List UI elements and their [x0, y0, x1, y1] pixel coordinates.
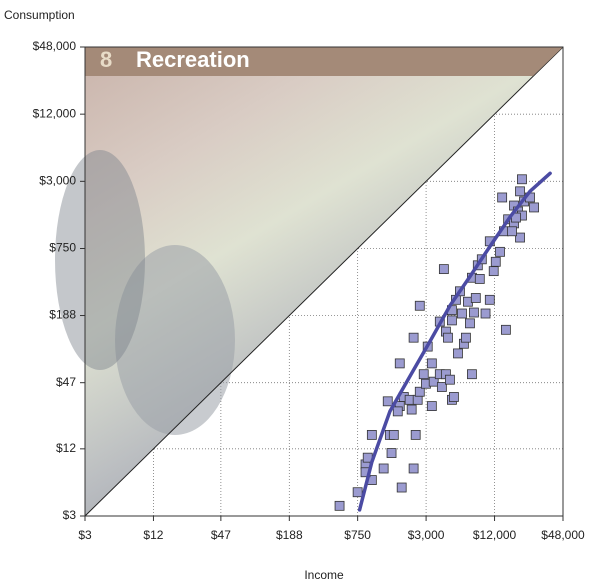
point — [406, 404, 417, 415]
y-tick-label: $750 — [49, 241, 76, 255]
x-tick-label: $188 — [276, 528, 303, 542]
point — [453, 348, 463, 359]
point — [457, 308, 467, 319]
point — [378, 463, 389, 474]
x-tick-label: $47 — [211, 528, 231, 542]
point — [467, 369, 477, 380]
point — [449, 392, 459, 402]
point — [469, 307, 479, 318]
y-axis-label: Consumption — [4, 8, 75, 22]
point — [445, 374, 455, 385]
photo-figure — [115, 245, 235, 435]
point — [465, 318, 475, 329]
point — [517, 174, 527, 185]
point — [388, 429, 399, 440]
point — [408, 332, 419, 343]
x-tick-label: $3 — [78, 528, 92, 542]
point — [386, 448, 397, 458]
x-axis-label: Income — [304, 568, 344, 582]
point — [488, 266, 499, 277]
point — [474, 274, 485, 284]
point — [515, 232, 525, 243]
y-tick-label: $3,000 — [39, 174, 76, 188]
point — [334, 500, 345, 511]
point — [500, 324, 511, 335]
point — [497, 192, 508, 203]
point — [408, 463, 419, 474]
point — [447, 315, 457, 326]
point — [382, 396, 393, 407]
point — [394, 358, 405, 369]
point — [436, 382, 447, 392]
point — [418, 369, 429, 380]
point — [529, 202, 539, 213]
point — [515, 186, 525, 197]
y-tick-label: $48,000 — [33, 39, 77, 53]
point — [495, 246, 505, 257]
x-tick-label: $12,000 — [473, 528, 517, 542]
point — [443, 332, 453, 343]
y-tick-label: $12 — [56, 441, 76, 455]
point — [490, 256, 501, 267]
section-number: 8 — [100, 47, 112, 72]
chart-title: Recreation — [136, 47, 250, 72]
point — [352, 487, 363, 498]
diagonal — [84, 46, 564, 517]
title-banner — [85, 47, 563, 76]
x-tick-label: $3,000 — [408, 528, 445, 542]
point — [438, 264, 449, 275]
point — [414, 386, 425, 397]
x-tick-label: $48,000 — [541, 528, 585, 542]
point — [480, 308, 491, 319]
y-tick-label: $188 — [49, 308, 76, 322]
fit-line — [357, 171, 552, 512]
point — [414, 300, 425, 311]
point — [426, 401, 437, 411]
point — [392, 406, 403, 417]
point — [461, 332, 471, 343]
point — [426, 358, 437, 369]
x-tick-label: $12 — [143, 528, 163, 542]
marks — [334, 171, 552, 512]
point — [484, 294, 495, 305]
y-tick-label: $3 — [63, 508, 77, 522]
plot-frame — [84, 46, 564, 517]
y-tick-label: $47 — [56, 375, 76, 389]
point — [428, 376, 439, 387]
point — [410, 429, 421, 440]
point — [396, 482, 407, 493]
photo-figure — [55, 150, 145, 370]
point — [470, 293, 481, 303]
point — [366, 429, 377, 440]
point — [412, 394, 423, 405]
y-tick-label: $12,000 — [33, 106, 77, 120]
x-tick-label: $750 — [344, 528, 371, 542]
point — [507, 226, 517, 237]
